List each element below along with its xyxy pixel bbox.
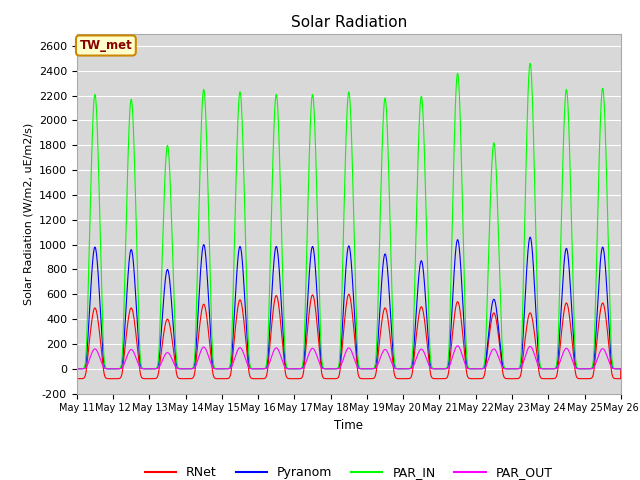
RNet: [167, 330, 175, 336]
Line: PAR_OUT: PAR_OUT: [77, 346, 621, 369]
PAR_IN: [526, 60, 534, 66]
PAR_IN: [617, 366, 625, 372]
RNet: [617, 366, 625, 372]
Pyranom: [282, 361, 289, 367]
Pyranom: [305, 276, 313, 281]
Title: Solar Radiation: Solar Radiation: [291, 15, 407, 30]
PAR_IN: [548, 366, 556, 372]
Pyranom: [607, 345, 614, 350]
RNet: [73, 376, 81, 382]
PAR_OUT: [617, 366, 625, 372]
PAR_OUT: [167, 354, 175, 360]
RNet: [548, 376, 556, 382]
Pyranom: [167, 294, 175, 300]
Line: RNet: RNet: [77, 294, 621, 379]
PAR_OUT: [135, 362, 143, 368]
Line: PAR_IN: PAR_IN: [77, 63, 621, 369]
RNet: [282, 370, 289, 376]
Y-axis label: Solar Radiation (W/m2, uE/m2/s): Solar Radiation (W/m2, uE/m2/s): [23, 122, 33, 305]
PAR_IN: [305, 164, 313, 169]
Legend: RNet, Pyranom, PAR_IN, PAR_OUT: RNet, Pyranom, PAR_IN, PAR_OUT: [140, 461, 557, 480]
RNet: [607, 358, 614, 363]
PAR_IN: [282, 355, 289, 360]
RNet: [135, 359, 143, 364]
RNet: [345, 291, 353, 297]
PAR_IN: [135, 320, 143, 325]
Line: Pyranom: Pyranom: [77, 237, 621, 369]
Text: TW_met: TW_met: [79, 39, 132, 52]
PAR_OUT: [607, 362, 614, 368]
PAR_IN: [167, 204, 175, 210]
PAR_OUT: [548, 366, 556, 372]
PAR_OUT: [454, 343, 461, 348]
PAR_OUT: [282, 365, 289, 371]
PAR_IN: [73, 366, 81, 372]
PAR_OUT: [305, 351, 313, 357]
Pyranom: [73, 366, 81, 372]
Pyranom: [617, 366, 625, 372]
Pyranom: [526, 234, 534, 240]
Pyranom: [548, 366, 556, 372]
X-axis label: Time: Time: [334, 419, 364, 432]
PAR_IN: [607, 317, 614, 323]
RNet: [305, 312, 313, 317]
Pyranom: [135, 346, 143, 351]
PAR_OUT: [73, 366, 81, 372]
